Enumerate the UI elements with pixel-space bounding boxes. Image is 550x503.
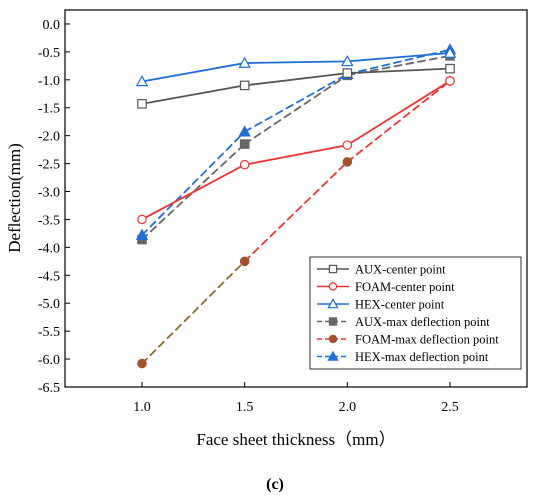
y-tick-label: -6.0 (38, 353, 60, 368)
x-tick-label: 2.5 (441, 400, 459, 415)
legend-label: HEX-max deflection point (355, 350, 489, 364)
x-axis-ticks: 1.0 1.5 2.0 2.5 (133, 382, 459, 415)
y-tick-label: -3.5 (38, 213, 60, 228)
series-line-segment (346, 67, 451, 75)
data-point-marker (443, 46, 457, 58)
y-tick-label: -6.5 (38, 381, 60, 396)
y-tick-label: -5.5 (38, 325, 60, 340)
data-point-marker (239, 256, 250, 267)
legend-box (309, 256, 522, 370)
y-tick-label: -0.5 (38, 46, 60, 61)
legend: AUX-center point FOAM-center point HEX-cen… (309, 256, 522, 370)
data-point-marker (137, 99, 147, 109)
legend-marker (327, 350, 339, 361)
series-line-segment (243, 60, 349, 64)
plot-frame (64, 9, 528, 388)
data-point-marker (239, 139, 250, 149)
series-line-segment (346, 52, 451, 63)
y-tick-label: -2.5 (38, 158, 60, 173)
data-point-marker (445, 63, 455, 74)
data-point-marker (239, 159, 250, 170)
y-tick-label: -4.5 (38, 269, 60, 284)
series-markers (135, 43, 457, 369)
data-point-marker (137, 358, 147, 369)
series-line-segment (141, 163, 246, 221)
data-point-marker (135, 228, 149, 240)
legend-label: FOAM-center point (355, 280, 455, 294)
x-tick-label: 1.5 (236, 400, 254, 415)
series-line-segment (141, 130, 246, 236)
y-tick-label: -4.0 (38, 241, 60, 256)
data-point-marker (238, 56, 251, 68)
x-tick-label: 2.0 (339, 400, 357, 415)
y-axis-title: Deflection(mm) (5, 143, 24, 253)
y-tick-label: 0.0 (43, 18, 61, 33)
data-point-marker (341, 54, 354, 67)
series-line-segment (243, 72, 349, 87)
legend-label: FOAM-max deflection point (355, 333, 499, 347)
y-tick-label: -1.5 (38, 102, 60, 117)
y-tick-label: -2.0 (38, 130, 60, 145)
series-lines (141, 48, 451, 365)
legend-label: HEX-center point (355, 298, 445, 312)
x-axis-title: Face sheet thickness（mm） (196, 430, 395, 449)
legend-marker (328, 334, 338, 344)
y-tick-label: -5.0 (38, 297, 60, 312)
series-line-segment (141, 143, 246, 241)
series-line-segment (243, 144, 349, 166)
series-line-segment (243, 74, 349, 145)
data-point-marker (238, 125, 251, 137)
series-line-segment (243, 73, 349, 133)
legend-label: AUX-max deflection point (355, 315, 490, 329)
x-tick-label: 1.0 (133, 400, 151, 415)
data-point-marker (445, 76, 455, 86)
data-point-marker (342, 157, 353, 167)
data-point-marker (342, 68, 353, 78)
figure-caption: (c) (266, 476, 284, 493)
legend-label: AUX-center point (355, 263, 446, 277)
series-line-segment (141, 260, 246, 365)
data-point-marker (342, 140, 353, 150)
series-line-segment (141, 62, 246, 83)
series-line-segment (346, 80, 451, 163)
data-point-marker (137, 214, 147, 225)
legend-marker (328, 264, 338, 274)
legend-marker (328, 317, 338, 326)
y-tick-label: -1.0 (38, 74, 60, 89)
data-point-marker (135, 75, 149, 87)
legend-marker (327, 298, 339, 309)
y-tick-label: -3.0 (38, 186, 60, 201)
series-line-segment (346, 80, 451, 147)
y-axis-ticks: 0.0 -0.5 -1.0 -1.5 -2.0 -2.5 -3.0 -3.5 -4.0 -4.5 -… (38, 18, 70, 396)
data-point-marker (239, 80, 250, 91)
series-line-segment (243, 161, 349, 263)
series-line-segment (141, 84, 246, 105)
legend-marker (328, 282, 338, 291)
